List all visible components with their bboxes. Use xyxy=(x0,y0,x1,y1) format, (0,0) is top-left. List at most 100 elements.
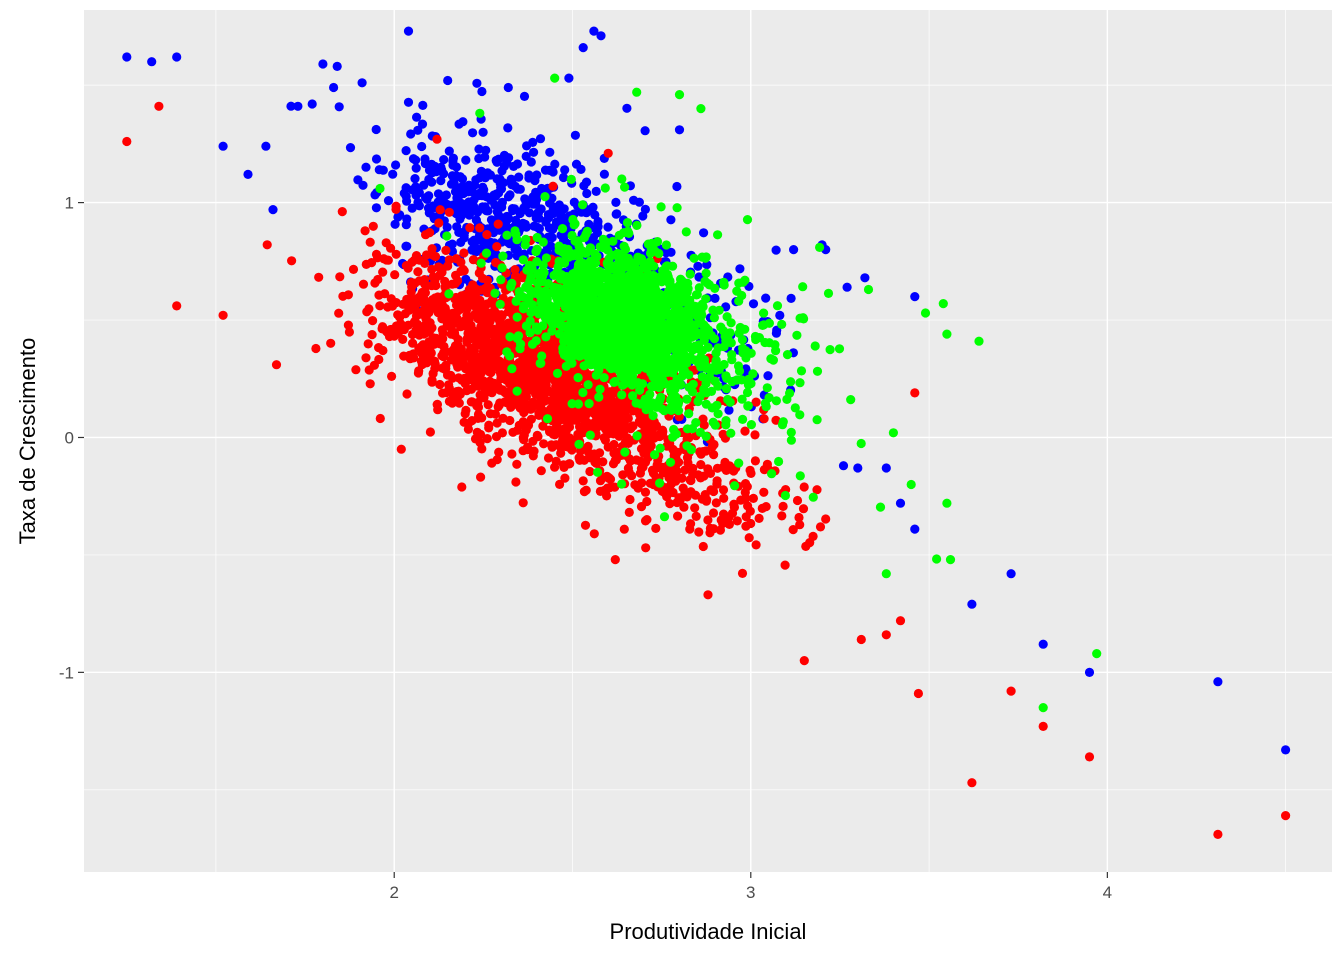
data-point xyxy=(540,165,551,175)
data-point xyxy=(507,204,518,214)
data-point xyxy=(679,502,689,512)
data-point xyxy=(685,475,696,485)
data-point xyxy=(796,366,807,376)
data-point xyxy=(659,406,669,416)
data-point xyxy=(664,473,674,483)
data-point xyxy=(710,293,720,303)
data-point xyxy=(595,384,605,394)
data-point xyxy=(673,511,683,521)
data-point xyxy=(724,405,734,415)
data-point xyxy=(561,297,572,307)
data-point xyxy=(468,128,478,138)
data-point xyxy=(812,485,822,495)
data-point xyxy=(786,293,796,303)
data-point xyxy=(437,325,447,335)
data-point xyxy=(574,439,584,449)
data-point xyxy=(690,503,700,513)
data-point xyxy=(363,339,373,349)
data-point xyxy=(762,383,772,393)
data-point xyxy=(583,352,594,362)
data-point xyxy=(360,226,370,236)
data-point xyxy=(694,527,704,537)
data-point xyxy=(287,256,297,266)
data-point xyxy=(599,243,609,253)
data-point xyxy=(521,321,532,331)
data-point xyxy=(682,394,692,404)
data-point xyxy=(314,272,324,282)
data-point xyxy=(451,300,462,310)
data-point xyxy=(863,284,874,295)
data-point xyxy=(442,231,452,241)
data-point xyxy=(490,288,500,298)
data-point xyxy=(740,479,751,489)
data-point xyxy=(1038,721,1048,732)
data-point xyxy=(402,214,412,224)
data-point xyxy=(495,366,505,376)
data-point xyxy=(598,357,608,368)
data-point xyxy=(737,335,748,345)
data-point xyxy=(672,497,682,508)
data-point xyxy=(707,442,718,452)
data-point xyxy=(705,373,715,383)
data-point xyxy=(846,395,856,405)
data-point xyxy=(607,426,618,436)
data-point xyxy=(529,446,539,456)
data-point xyxy=(512,312,522,322)
data-point xyxy=(510,271,521,281)
data-point xyxy=(528,137,538,147)
data-point xyxy=(672,181,682,192)
data-point xyxy=(589,408,599,419)
x-tick-label: 4 xyxy=(1103,883,1112,902)
data-point xyxy=(709,486,719,497)
data-point xyxy=(600,183,610,193)
data-point xyxy=(465,223,475,233)
data-point xyxy=(424,174,434,185)
data-point xyxy=(437,351,447,361)
data-point xyxy=(945,555,956,565)
data-point xyxy=(786,435,797,445)
data-point xyxy=(651,523,661,534)
data-point xyxy=(619,241,629,251)
data-point xyxy=(669,424,679,435)
data-point xyxy=(440,303,450,313)
data-point xyxy=(361,162,371,172)
data-point xyxy=(620,447,630,457)
data-point xyxy=(564,459,574,469)
data-point xyxy=(743,401,753,411)
data-point xyxy=(758,320,768,330)
data-point xyxy=(550,304,560,314)
data-point xyxy=(461,405,471,415)
data-point xyxy=(611,197,621,207)
data-point xyxy=(425,228,435,238)
data-point xyxy=(518,273,528,283)
data-point xyxy=(593,467,603,477)
data-point xyxy=(493,219,503,229)
data-point xyxy=(590,303,600,313)
data-point xyxy=(467,397,477,407)
data-point xyxy=(634,197,645,207)
data-point xyxy=(470,355,481,365)
data-point xyxy=(428,368,438,379)
data-point xyxy=(623,226,633,236)
data-point xyxy=(438,388,448,398)
data-point xyxy=(505,332,515,342)
data-point xyxy=(545,147,555,157)
data-point xyxy=(701,399,711,409)
data-point xyxy=(633,378,643,388)
data-point xyxy=(746,518,756,529)
data-point xyxy=(474,153,484,164)
data-point xyxy=(709,313,720,323)
data-point xyxy=(576,207,587,217)
data-point xyxy=(701,496,712,506)
data-point xyxy=(589,26,599,36)
data-point xyxy=(456,237,466,247)
data-point xyxy=(548,181,558,191)
data-point xyxy=(642,496,652,507)
data-point xyxy=(856,438,866,449)
data-point xyxy=(658,427,668,437)
data-point xyxy=(577,246,587,256)
data-point xyxy=(789,245,799,255)
data-point xyxy=(634,416,645,427)
data-point xyxy=(648,347,658,357)
data-point xyxy=(482,275,492,285)
